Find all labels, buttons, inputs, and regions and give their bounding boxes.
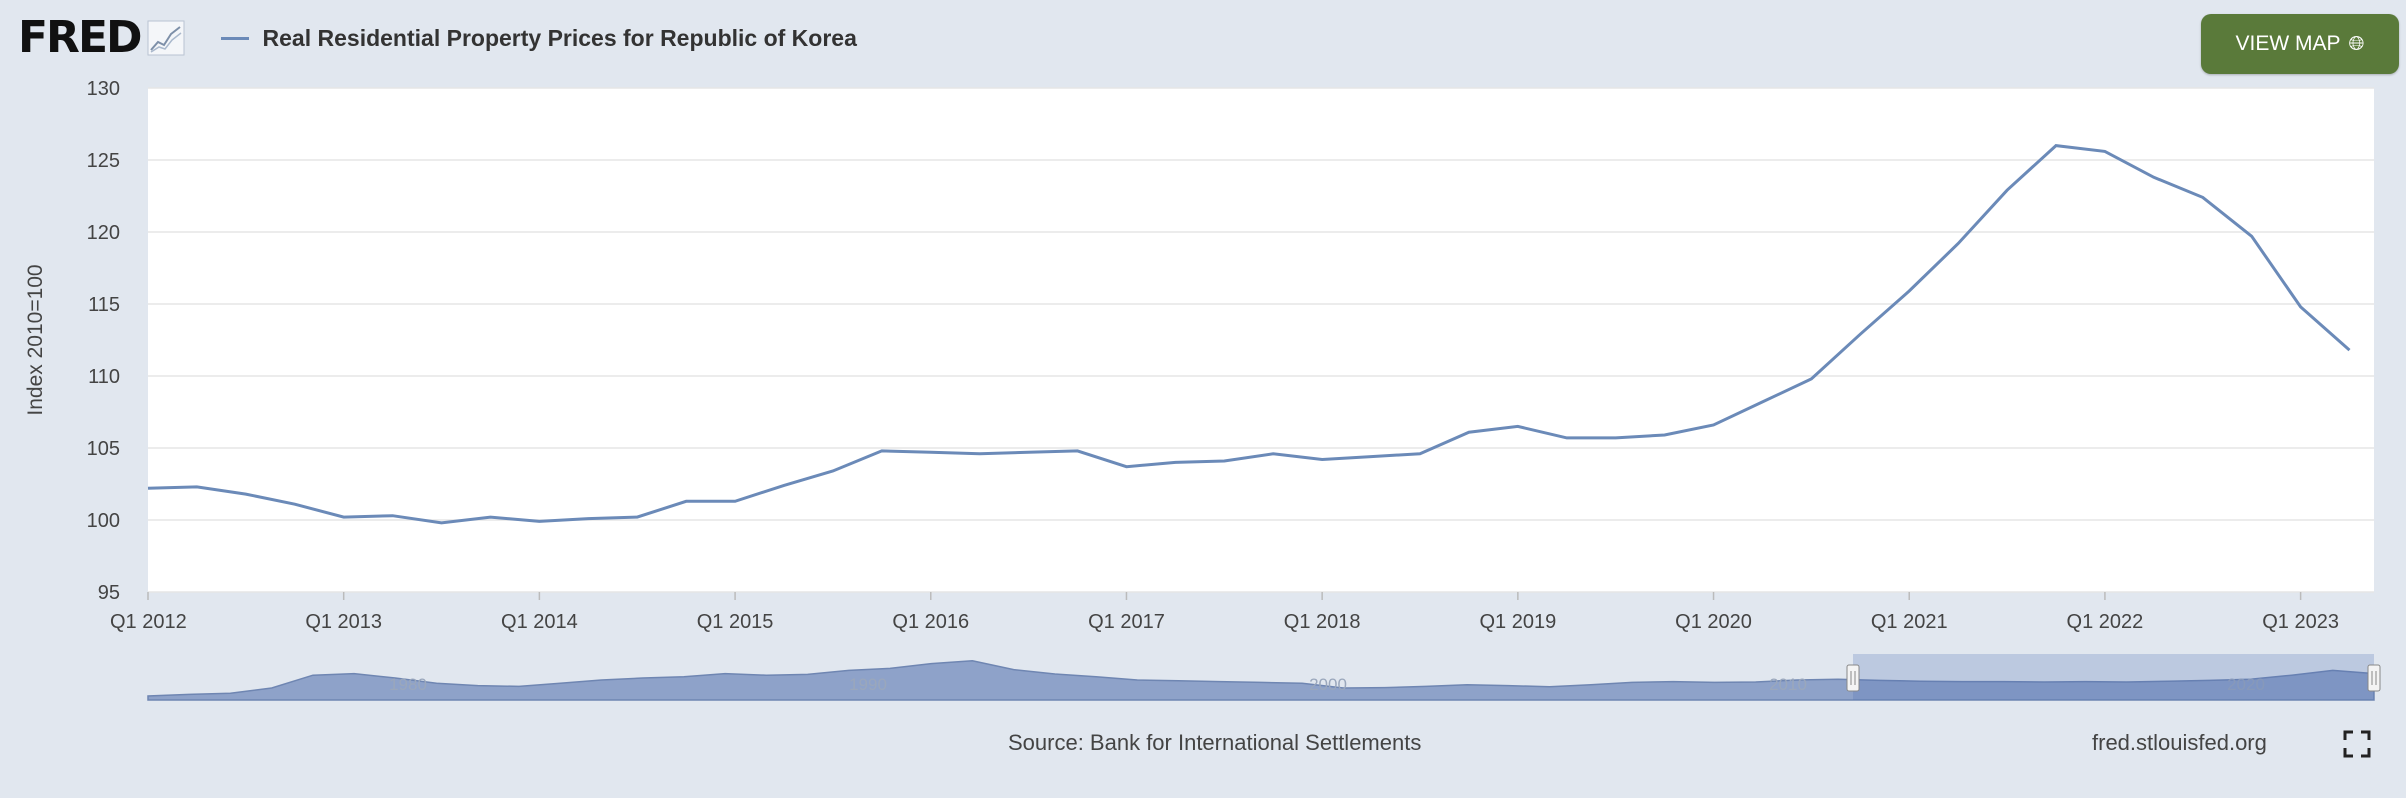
y-tick-label: 100 [87,510,120,532]
x-tick-label: Q1 2019 [1479,611,1556,633]
chart-header: FRED Real Residential Property Prices fo… [18,14,857,62]
x-tick-label: Q1 2018 [1284,611,1361,633]
view-map-label: VIEW MAP [2235,32,2341,55]
site-link[interactable]: fred.stlouisfed.org [2092,730,2267,755]
navigator-handle-left[interactable] [1846,664,1860,692]
y-tick-label: 130 [87,78,120,100]
x-tick-label: Q1 2015 [697,611,774,633]
fullscreen-icon[interactable] [2343,730,2371,758]
y-tick-label: 105 [87,438,120,460]
y-tick-label: 110 [88,366,120,388]
x-tick-label: Q1 2021 [1871,611,1948,633]
x-tick-label: Q1 2016 [892,611,969,633]
y-tick-label: 120 [87,222,120,244]
x-tick-label: Q1 2013 [305,611,382,633]
navigator-label: 2000 [1309,675,1347,694]
x-tick-label: Q1 2017 [1088,611,1165,633]
view-map-button[interactable]: VIEW MAP 🌐︎ [2201,14,2399,74]
navigator-handle-right[interactable] [2367,664,2381,692]
series-line[interactable] [147,144,2351,525]
y-tick-label: 115 [88,294,120,316]
plot-area [148,88,2374,592]
source-text: Source: Bank for International Settlemen… [1008,730,1422,755]
series-title[interactable]: Real Residential Property Prices for Rep… [262,24,857,51]
y-tick-labels: 95 100 105 110 115 120 125 130 [87,78,120,604]
x-tick-label: Q1 2020 [1675,611,1752,633]
navigator-area [147,660,2375,701]
navigator-selection[interactable] [1853,654,2374,700]
navigator-label: 1980 [389,675,427,694]
navigator-label: 2010 [1769,675,1807,694]
globe-icon: 🌐︎ [2348,32,2365,55]
navigator-label: 1990 [849,675,887,694]
fred-logo[interactable]: FRED [18,12,143,63]
navigator-label: 2020 [2227,675,2265,694]
x-tick-label: Q1 2022 [2067,611,2144,633]
x-tick-label: Q1 2023 [2262,611,2339,633]
x-tick-label: Q1 2014 [501,611,578,633]
y-axis-label: Index 2010=100 [24,264,47,415]
x-tick-label: Q1 2012 [110,611,187,633]
x-tick-labels: Q1 2012 Q1 2013 Q1 2014 Q1 2015 Q1 2016 Q1 20… [110,592,2339,633]
navigator[interactable]: 1980 1990 2000 2010 2020 [147,654,2381,701]
y-tick-label: 125 [87,150,120,172]
fred-logo-graph-icon [147,20,185,56]
y-tick-label: 95 [98,582,120,604]
legend-swatch [220,36,249,40]
